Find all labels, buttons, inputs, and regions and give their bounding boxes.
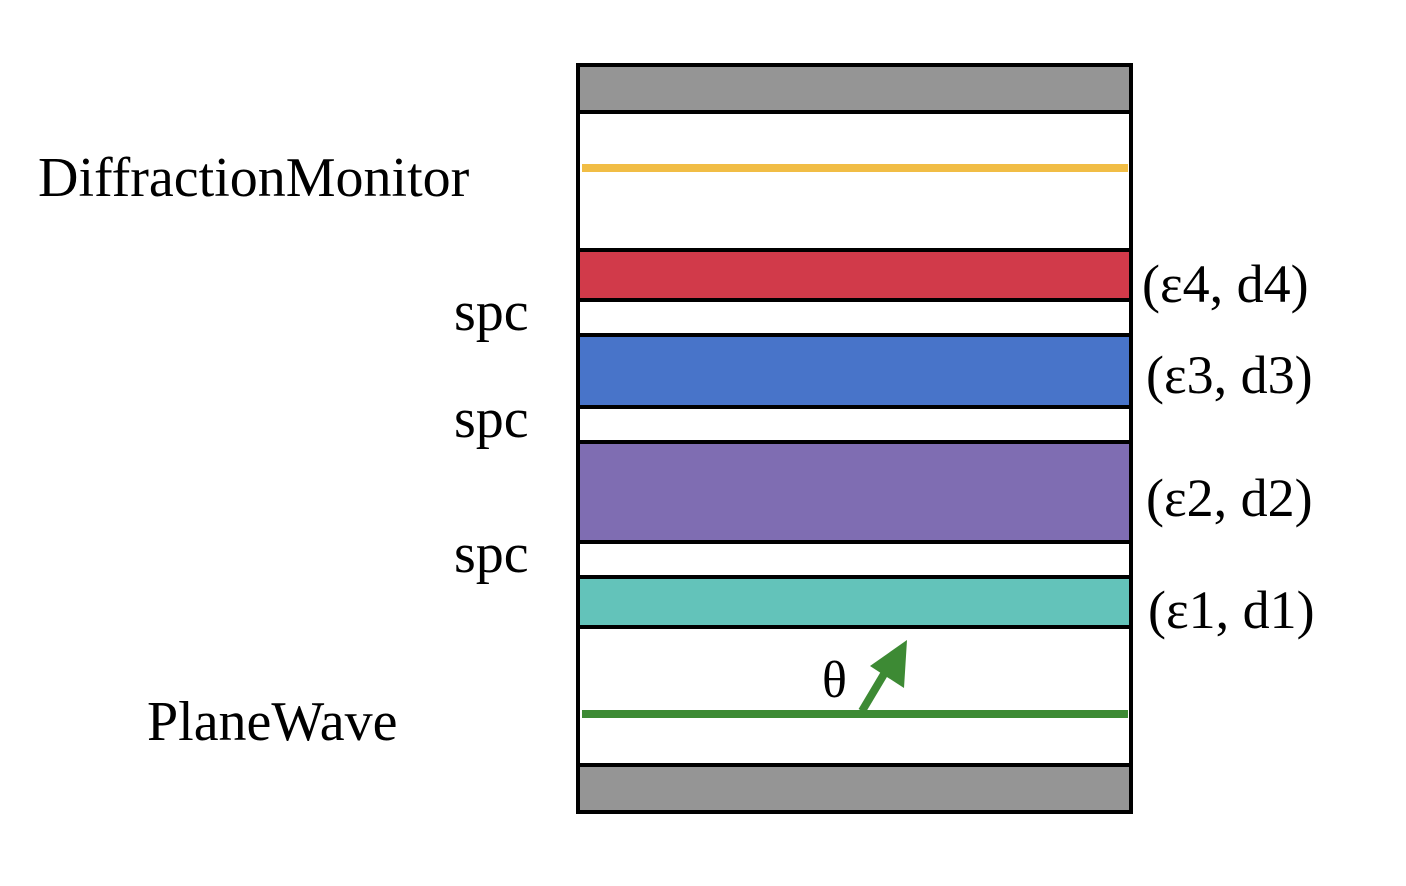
layer-1 (576, 575, 1133, 629)
monitor-label: DiffractionMonitor (38, 147, 470, 209)
layer-4 (576, 248, 1133, 302)
layer-1-label: (ε1, d1) (1148, 580, 1315, 640)
layer-4-label: (ε4, d4) (1142, 254, 1309, 314)
top-boundary-layer (576, 63, 1133, 114)
layer-2 (576, 440, 1133, 544)
spacer-2 (576, 405, 1133, 444)
incidence-arrow-head (870, 640, 907, 688)
simulation-frame (576, 63, 1133, 814)
spacer-label-middle: spc (454, 388, 529, 450)
layer-3-label: (ε3, d3) (1146, 345, 1313, 405)
spacer-label-bottom: spc (454, 523, 529, 585)
source-label: PlaneWave (147, 691, 398, 753)
layer-2-label: (ε2, d2) (1146, 468, 1313, 528)
bottom-boundary-layer (576, 763, 1133, 814)
spacer-1 (576, 540, 1133, 579)
layer-3 (576, 333, 1133, 409)
incidence-angle-label: θ (822, 652, 847, 709)
spacer-label-top: spc (454, 281, 529, 343)
spacer-3 (576, 298, 1133, 337)
